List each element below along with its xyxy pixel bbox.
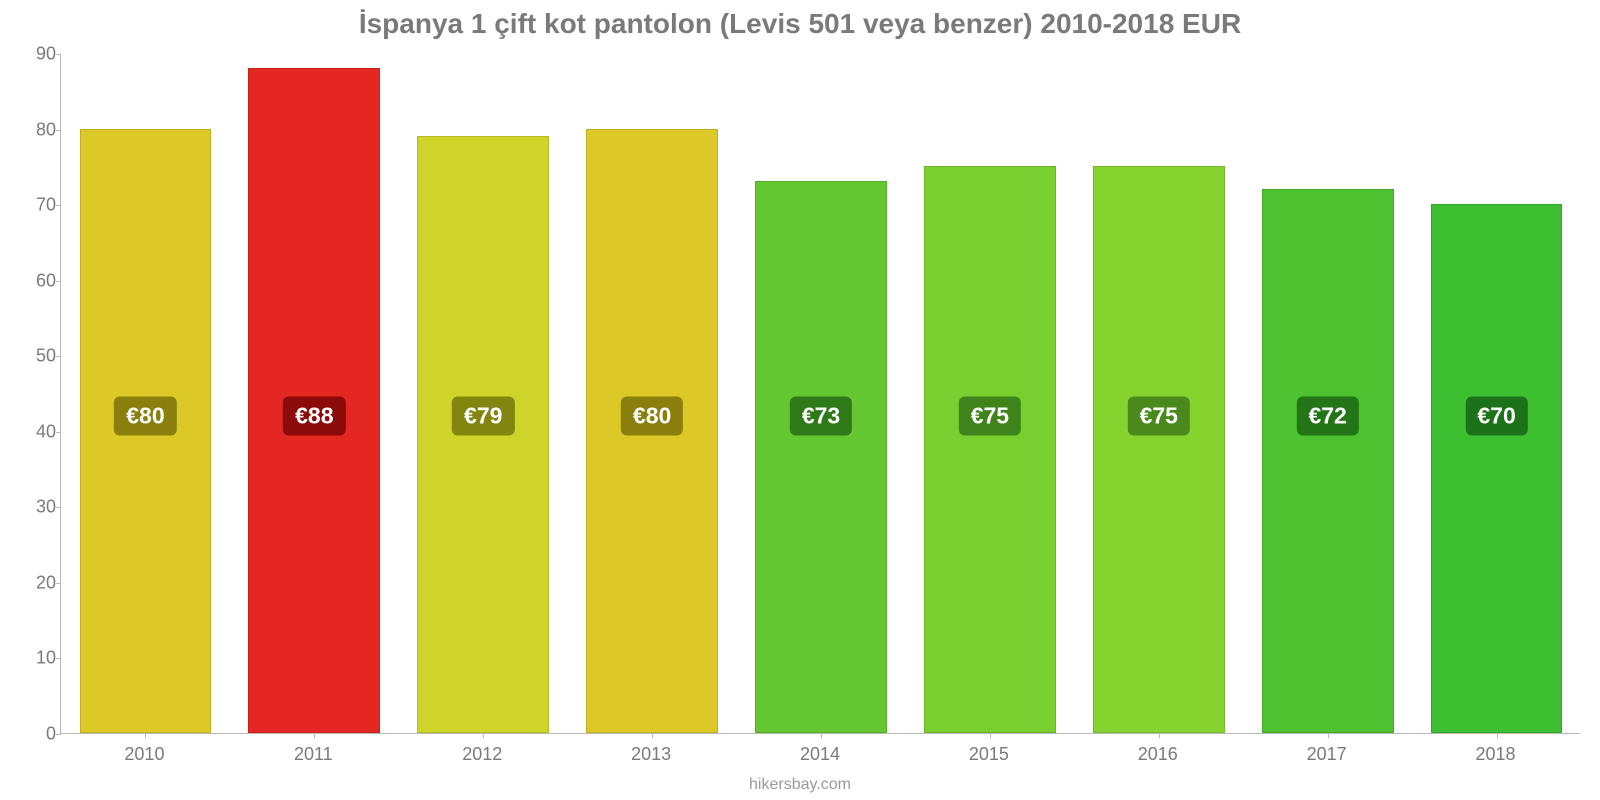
bar-value-label: €73 [790,396,852,435]
y-tick-mark [56,583,61,584]
x-tick-mark [1328,733,1329,738]
y-tick-label: 70 [0,195,56,216]
y-tick-mark [56,281,61,282]
x-tick-mark [314,733,315,738]
x-tick-mark [821,733,822,738]
bar [1093,166,1225,733]
bar-value-label: €79 [452,396,514,435]
x-tick-mark [652,733,653,738]
y-tick-label: 90 [0,44,56,65]
x-tick-mark [1497,733,1498,738]
x-tick-mark [483,733,484,738]
x-tick-label: 2013 [631,744,671,765]
x-tick-mark [1159,733,1160,738]
x-tick-label: 2012 [462,744,502,765]
bar-value-label: €80 [114,396,176,435]
x-tick-label: 2011 [294,744,333,765]
bar-value-label: €70 [1465,396,1527,435]
x-tick-label: 2015 [969,744,1009,765]
bar [1431,204,1563,733]
x-tick-label: 2018 [1476,744,1516,765]
y-tick-label: 80 [0,119,56,140]
y-tick-mark [56,205,61,206]
x-tick-label: 2014 [800,744,840,765]
chart-footer: hikersbay.com [0,776,1600,794]
y-tick-label: 40 [0,421,56,442]
y-tick-mark [56,432,61,433]
y-tick-mark [56,130,61,131]
bar-value-label: €75 [1128,396,1190,435]
y-tick-mark [56,734,61,735]
x-tick-label: 2017 [1307,744,1347,765]
y-tick-mark [56,658,61,659]
y-tick-label: 60 [0,270,56,291]
x-tick-mark [145,733,146,738]
y-tick-label: 10 [0,648,56,669]
bar [755,181,887,733]
plot-area: €80 €88 €79 €80 €73 €75 €75 €72 €70 [60,54,1580,734]
x-tick-label: 2010 [124,744,164,765]
bar-value-label: €72 [1296,396,1358,435]
x-tick-label: 2016 [1138,744,1178,765]
chart-title: İspanya 1 çift kot pantolon (Levis 501 v… [0,8,1600,40]
bar-value-label: €88 [283,396,345,435]
y-tick-label: 50 [0,346,56,367]
bar-value-label: €75 [959,396,1021,435]
bar [924,166,1056,733]
bar-value-label: €80 [621,396,683,435]
chart-container: İspanya 1 çift kot pantolon (Levis 501 v… [0,0,1600,800]
x-tick-mark [990,733,991,738]
y-tick-label: 30 [0,497,56,518]
y-tick-label: 20 [0,572,56,593]
bar [1262,189,1394,733]
y-tick-mark [56,507,61,508]
y-tick-mark [56,356,61,357]
y-tick-label: 0 [0,724,56,745]
y-tick-mark [56,54,61,55]
